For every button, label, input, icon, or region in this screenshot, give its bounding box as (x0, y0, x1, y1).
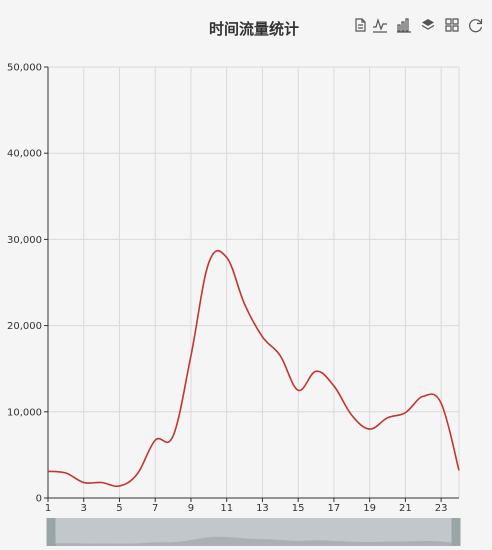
tiled-icon[interactable] (444, 17, 460, 33)
y-tick-label: 40,000 (7, 149, 42, 160)
data-zoom-slider[interactable] (46, 518, 461, 546)
y-tick-label: 10,000 (7, 407, 42, 418)
x-tick-label: 17 (328, 503, 341, 514)
y-tick-label: 30,000 (7, 235, 42, 246)
x-tick-label: 1 (45, 503, 51, 514)
grid (44, 66, 460, 502)
data-zoom-shadow (51, 536, 456, 546)
x-tick-label: 23 (435, 503, 448, 514)
line-chart-icon[interactable] (372, 17, 388, 33)
toolbox (352, 17, 484, 33)
series-line (47, 249, 460, 488)
stack-icon[interactable] (420, 17, 436, 33)
x-tick-label: 9 (188, 503, 194, 514)
restore-icon[interactable] (468, 17, 484, 33)
x-tick-label: 13 (256, 503, 269, 514)
y-tick-label: 0 (36, 494, 42, 505)
x-tick-label: 19 (363, 503, 376, 514)
x-tick-label: 15 (292, 503, 305, 514)
data-zoom-right-handle[interactable] (451, 518, 461, 546)
y-tick-label: 50,000 (7, 63, 42, 74)
data-zoom-left-handle[interactable] (46, 518, 56, 546)
x-axis-labels: 1 3 5 7 9 11 13 15 17 19 21 23 (45, 503, 448, 514)
y-axis-labels: 0 10,000 20,000 30,000 40,000 50,000 (7, 63, 42, 505)
x-tick-label: 11 (220, 503, 233, 514)
bar-chart-icon[interactable] (396, 17, 412, 33)
y-tick-label: 20,000 (7, 321, 42, 332)
series (47, 249, 460, 488)
chart-title: 时间流量统计 (209, 20, 299, 38)
data-view-icon[interactable] (352, 17, 368, 33)
x-tick-label: 5 (116, 503, 122, 514)
x-tick-label: 21 (399, 503, 412, 514)
x-tick-label: 3 (81, 503, 87, 514)
x-tick-label: 7 (152, 503, 158, 514)
